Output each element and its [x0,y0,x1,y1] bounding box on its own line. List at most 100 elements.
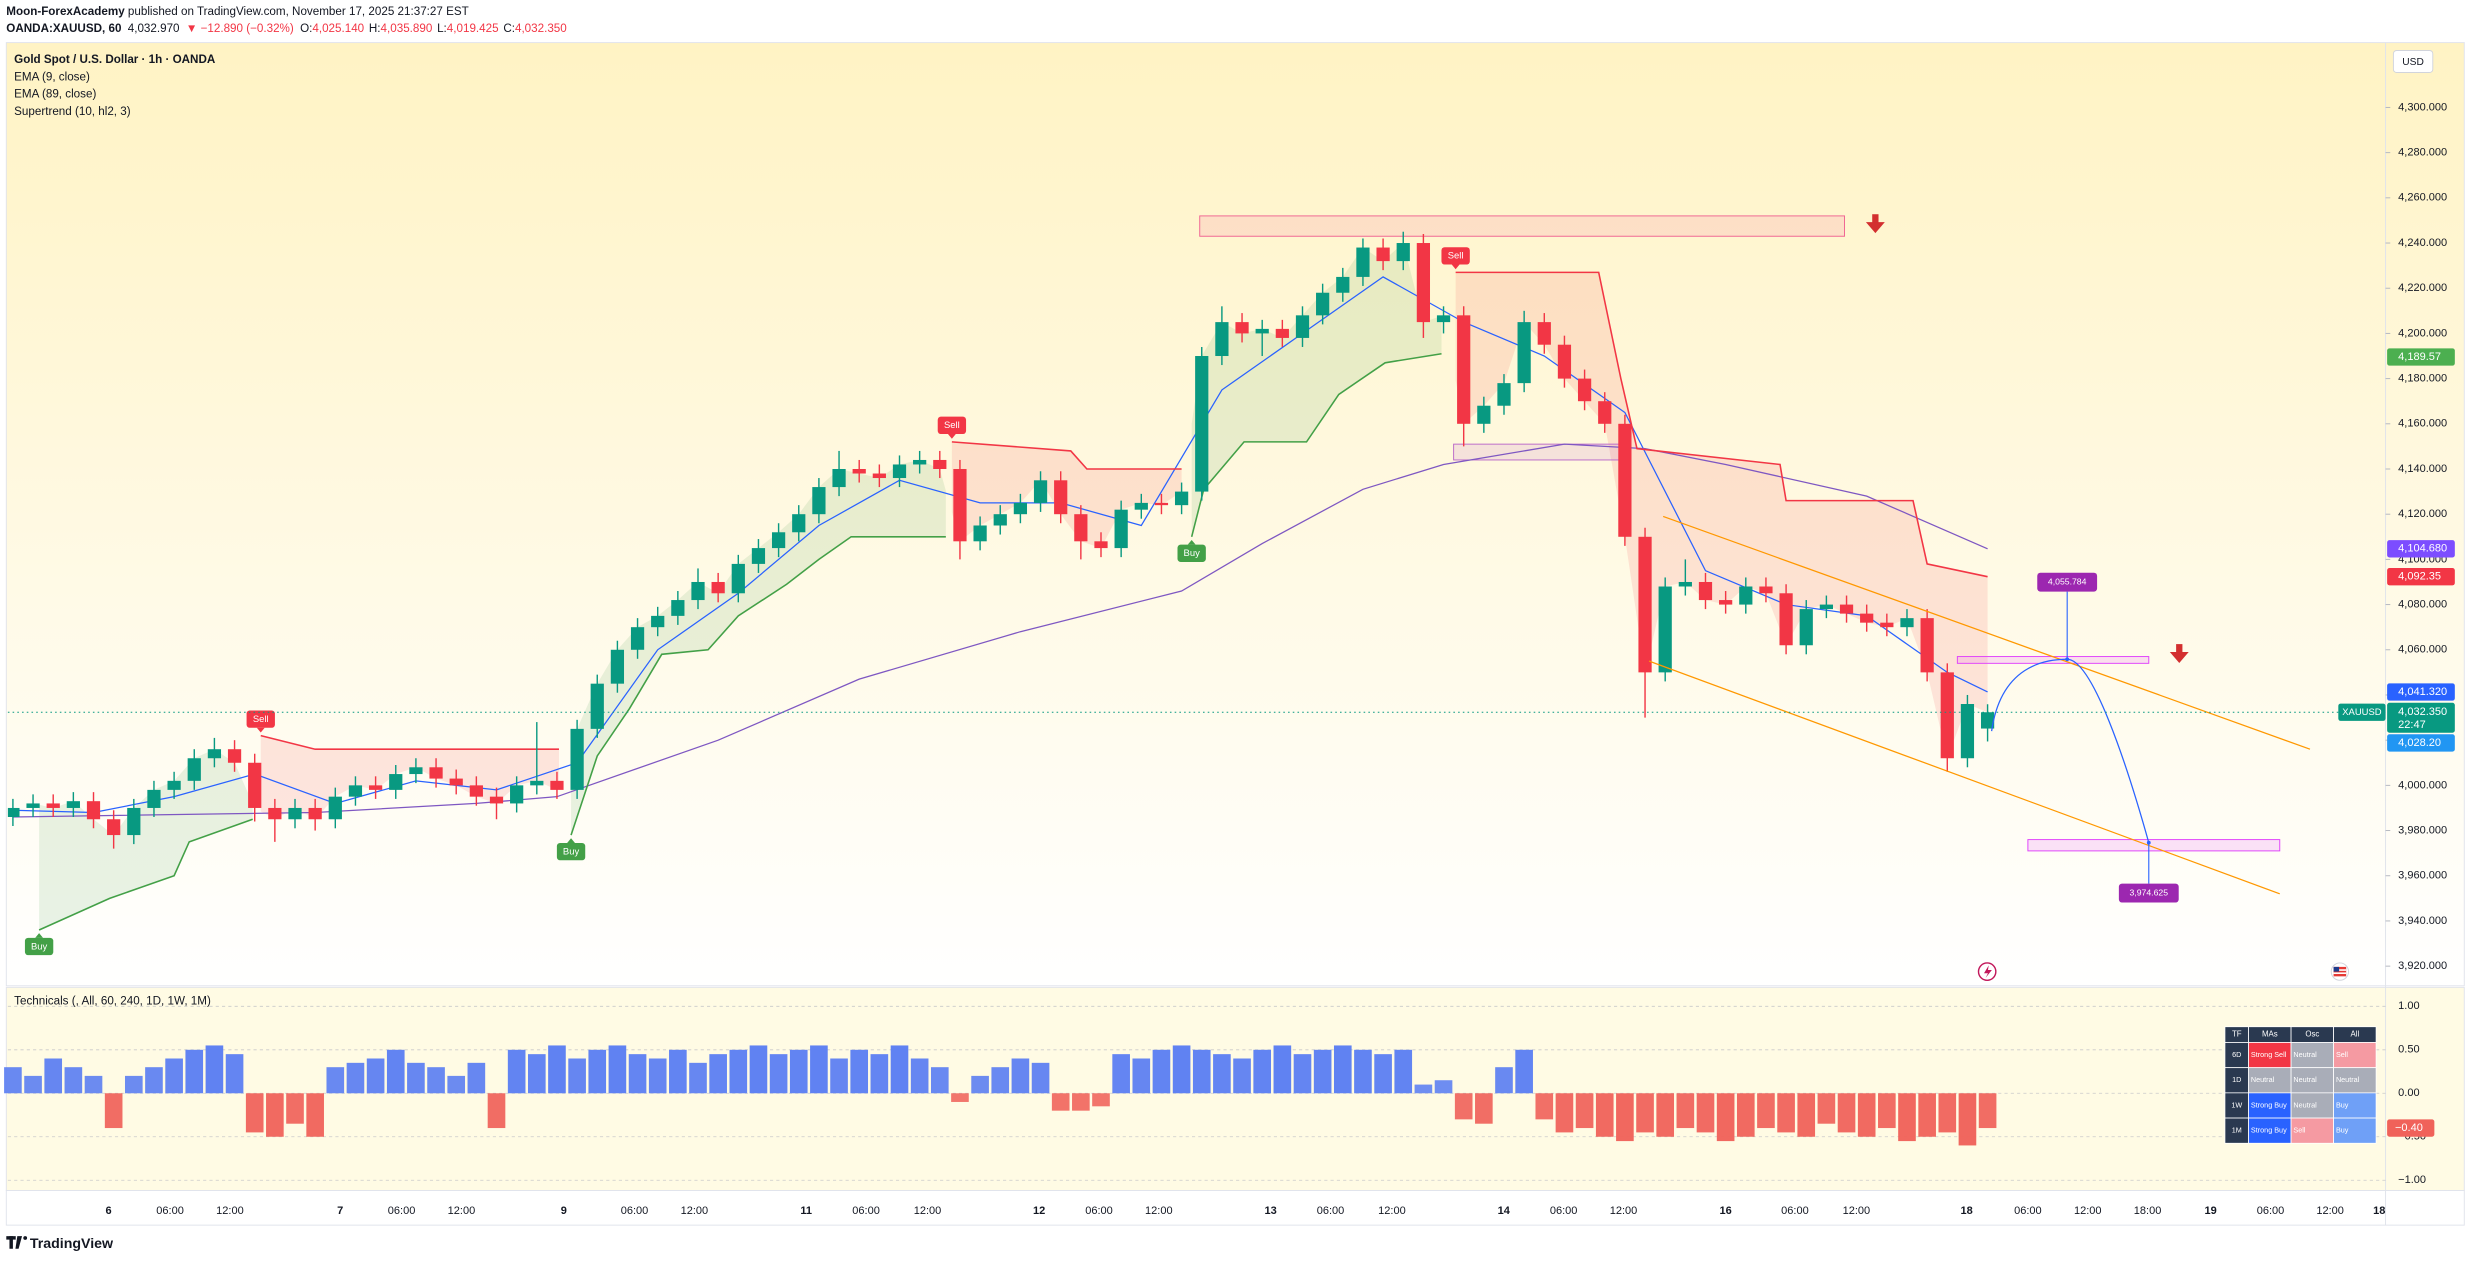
table-cell-text: 6D [2232,1050,2241,1059]
candle-body [389,774,403,790]
candle-body [771,532,786,549]
table-cell-text: Neutral [2336,1075,2360,1084]
price: 4,032.970 [128,22,180,35]
candle-body [1396,243,1410,262]
candle-body [66,801,80,808]
last-price-label: 4,032.350 [2398,706,2447,718]
plot [7,215,2311,931]
ohlc-value: 4,019.425 [447,22,499,35]
tech-bar [326,1067,345,1094]
x-tick-label: 06:00 [1317,1205,1345,1217]
table-cell-text: 1W [2231,1100,2242,1109]
tech-bar [266,1093,284,1137]
tech-bar [1837,1093,1856,1133]
tech-bar [1616,1093,1634,1142]
ohlc-key: L: [437,22,447,35]
signal-pointer [1451,264,1460,270]
candle-body [489,796,504,804]
candle-body [1336,276,1350,293]
candle-body [1134,502,1148,510]
candle-body [1376,247,1390,262]
candle-body [913,459,927,465]
tech-bar [467,1062,486,1094]
signal-pointer [947,434,956,439]
supertrend-fill [1191,243,1442,537]
currency-button[interactable] [2392,49,2434,73]
y-tick-label: 3,980.000 [2398,824,2447,836]
header-line-2: OANDA:XAUUSD, 60 4,032.970 ▼ −12.890 (−0.3… [6,22,567,35]
candle-body [1255,328,1269,334]
candle-body [1477,405,1491,424]
tech-bar [1475,1093,1493,1124]
currency-label[interactable]: USD [2402,57,2424,68]
tech-bar [1636,1093,1654,1133]
tech-bar [1293,1054,1312,1094]
y-tick-label: 3,920.000 [2398,960,2447,972]
x-tick-label: 06:00 [2014,1205,2042,1217]
candle-body [832,468,846,488]
symbol-label: XAUUSD [2342,707,2382,718]
signal-pointer [1187,539,1196,545]
candle-body [1577,378,1592,402]
candle-body [1174,491,1189,506]
candle-body [691,581,705,601]
tech-bar [1454,1093,1473,1120]
x-tick-label: 12:00 [2074,1205,2102,1217]
table-cell [2333,1042,2377,1069]
candle-body [1436,315,1451,323]
flag-icon [2330,962,2350,981]
tech-bar [1313,1049,1332,1094]
sell-arrow [2169,644,2189,663]
x-tick-label: 19 [2205,1205,2217,1217]
x-tick-label: 12:00 [2316,1205,2344,1217]
candle-body [570,728,584,790]
y-tick-label: 4,160.000 [2398,418,2447,430]
candle-body [1013,502,1028,515]
candle-body [610,649,625,684]
candle-body [429,767,443,779]
supertrend-fill [260,735,559,820]
x-tick-label: 12:00 [216,1205,244,1217]
tech-bar [648,1058,667,1094]
projection-label-box [2118,883,2179,903]
tech-bar [1535,1093,1554,1120]
x-tick-label: 12:00 [1378,1205,1406,1217]
tech-bar [84,1075,103,1094]
candle-body [530,780,544,786]
candle-body [1557,344,1572,379]
tech-bar [1495,1067,1513,1094]
tech-bar [1797,1093,1816,1137]
x-tick-label: 12:00 [914,1205,942,1217]
tech-tick-label: −1.00 [2398,1174,2426,1186]
candle-body [187,758,201,781]
price-tag [2387,734,2455,752]
projection-label: 3,974.625 [2130,887,2169,897]
candle-body [1074,514,1088,542]
symbol: OANDA:XAUUSD, 60 [6,22,121,35]
signal-label: Sell [253,714,269,725]
y-tick-label: 4,260.000 [2398,192,2447,204]
tech-bar [1434,1080,1453,1094]
tech-bar [1757,1093,1775,1129]
signal-box [937,416,967,435]
signal-box [24,937,54,956]
candle-body [1920,618,1934,673]
tech-bar [64,1067,83,1094]
author: Moon-ForexAcademy [6,5,125,18]
candle-body [792,514,806,533]
x-tick-label: 9 [561,1205,567,1217]
candle-body [288,807,302,820]
tech-bar [930,1067,949,1094]
symbol-tag [2338,703,2386,721]
brand-name: TradingView [30,1236,114,1252]
candle-body [1094,541,1108,549]
table-cell-text: 1D [2232,1075,2241,1084]
tech-last-tag [2387,1119,2435,1137]
time-axis [5,1190,2465,1226]
tech-bar [4,1067,22,1094]
tech-bar [527,1054,546,1094]
x-tick-label: 13 [1265,1205,1277,1217]
tech-bar [1132,1058,1151,1094]
tech-bar [850,1049,869,1094]
x-tick-label: 06:00 [1085,1205,1113,1217]
